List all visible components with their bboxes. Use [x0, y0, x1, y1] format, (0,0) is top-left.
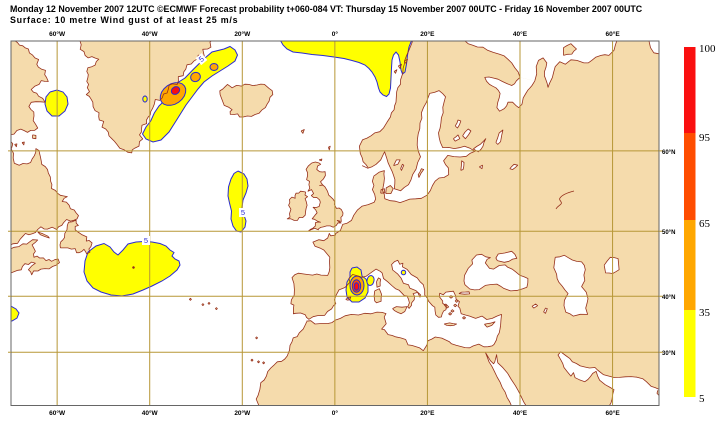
svg-text:5: 5: [197, 54, 206, 64]
svg-text:100: 100: [699, 43, 716, 55]
svg-text:5: 5: [241, 208, 245, 217]
svg-text:95: 95: [699, 132, 711, 144]
svg-text:35: 35: [699, 307, 711, 319]
svg-text:65: 65: [699, 218, 711, 230]
svg-text:5: 5: [144, 236, 148, 245]
svg-text:5: 5: [699, 393, 705, 405]
